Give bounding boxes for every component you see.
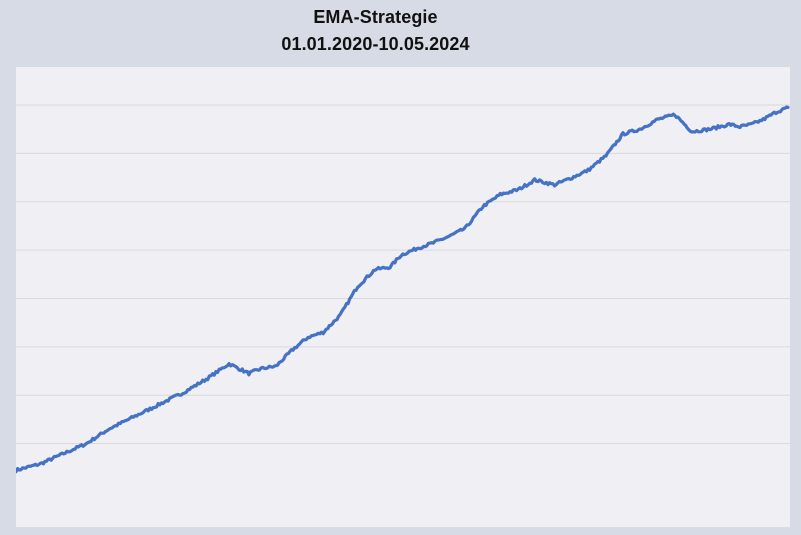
data-point: [709, 128, 711, 130]
line-chart: [16, 104, 790, 474]
series-line-0: [16, 105, 790, 474]
data-point: [787, 106, 789, 109]
data-point: [517, 188, 520, 191]
data-point: [499, 193, 502, 196]
series-layer: [16, 105, 790, 474]
chart-title: EMA-Strategie: [313, 7, 438, 27]
plot-area: [16, 67, 790, 527]
data-point: [307, 336, 309, 339]
data-point: [275, 365, 277, 368]
gridlines: [16, 104, 790, 445]
chart-subtitle: 01.01.2020-10.05.2024: [281, 34, 470, 54]
data-point: [322, 331, 324, 334]
data-point: [432, 242, 435, 244]
data-point: [417, 246, 420, 249]
data-point: [228, 363, 230, 365]
data-point: [400, 254, 403, 256]
data-point: [464, 227, 467, 230]
data-point: [587, 169, 589, 172]
data-point: [639, 128, 641, 130]
data-point: [85, 442, 88, 445]
data-point: [775, 111, 777, 114]
data-point: [374, 268, 376, 271]
data-point: [292, 348, 294, 351]
data-point: [605, 154, 607, 157]
data-point: [750, 123, 753, 126]
data-point: [449, 234, 452, 237]
data-point: [248, 372, 250, 375]
data-point: [206, 377, 209, 380]
data-point: [533, 179, 536, 181]
data-point: [39, 463, 42, 465]
data-point: [107, 428, 110, 430]
data-point: [553, 184, 556, 186]
data-point: [61, 453, 63, 456]
data-point: [622, 133, 624, 135]
data-point: [571, 176, 573, 179]
data-point: [728, 123, 731, 126]
data-point: [157, 404, 159, 406]
data-point: [481, 205, 484, 208]
data-point: [762, 118, 765, 121]
data-point: [691, 130, 693, 133]
data-point: [389, 266, 391, 268]
data-point: [260, 367, 262, 370]
data-point: [656, 118, 659, 121]
data-point: [182, 392, 184, 394]
data-point: [356, 285, 359, 288]
data-point: [739, 125, 741, 128]
data-point: [16, 469, 17, 472]
data-point: [339, 314, 341, 317]
data-point: [674, 113, 676, 116]
data-point: [132, 416, 135, 418]
